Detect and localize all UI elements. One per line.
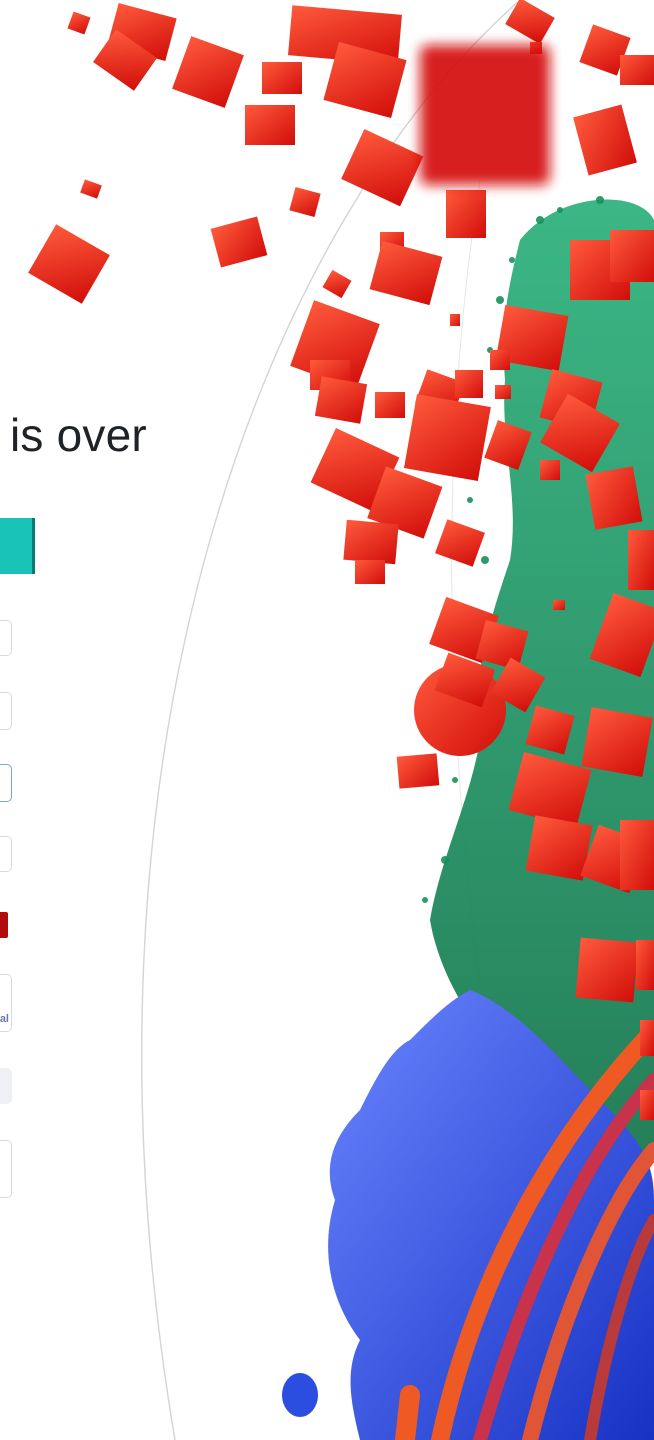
partial-field-text: al	[0, 1013, 9, 1025]
primary-cta-button[interactable]	[0, 518, 35, 574]
form-field-1[interactable]	[0, 620, 12, 656]
disabled-field	[0, 1068, 12, 1104]
form-field-2[interactable]	[0, 692, 12, 730]
form-field-3-focused[interactable]	[0, 764, 12, 802]
textarea-field[interactable]	[0, 1140, 12, 1198]
page-headline: is over	[10, 409, 147, 461]
fluid-splash	[328, 990, 654, 1440]
form-field-5[interactable]: al	[0, 974, 12, 1032]
form-field-4[interactable]	[0, 836, 12, 872]
error-indicator	[0, 912, 8, 938]
